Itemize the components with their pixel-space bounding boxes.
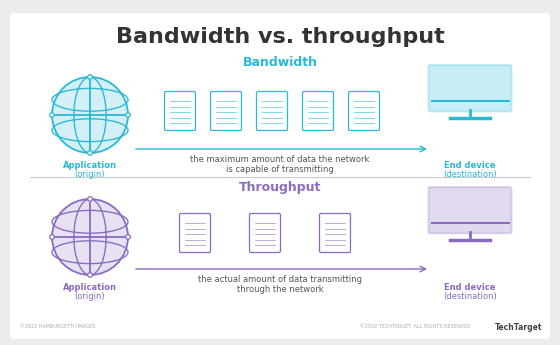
- Text: Throughput: Throughput: [239, 180, 321, 194]
- Text: ©2022 TECHTARGET. ALL RIGHTS RESERVED: ©2022 TECHTARGET. ALL RIGHTS RESERVED: [360, 325, 470, 329]
- Ellipse shape: [88, 151, 92, 155]
- Text: the actual amount of data transmitting
through the network: the actual amount of data transmitting t…: [198, 275, 362, 294]
- Ellipse shape: [88, 273, 92, 277]
- Text: (destination): (destination): [443, 170, 497, 179]
- Ellipse shape: [125, 235, 130, 239]
- Ellipse shape: [50, 113, 54, 117]
- FancyBboxPatch shape: [10, 13, 550, 339]
- Text: (origin): (origin): [74, 170, 105, 179]
- Ellipse shape: [88, 75, 92, 79]
- Text: TechTarget: TechTarget: [494, 323, 542, 332]
- FancyBboxPatch shape: [428, 65, 511, 111]
- Text: Bandwidth: Bandwidth: [242, 56, 318, 69]
- Text: End device: End device: [444, 283, 496, 292]
- Text: Application: Application: [63, 283, 117, 292]
- Text: ©2022 HAMBURGETTI IMAGES: ©2022 HAMBURGETTI IMAGES: [20, 325, 95, 329]
- Text: Application: Application: [63, 161, 117, 170]
- FancyBboxPatch shape: [428, 187, 511, 234]
- Ellipse shape: [50, 235, 54, 239]
- Text: (destination): (destination): [443, 292, 497, 301]
- Ellipse shape: [52, 199, 128, 275]
- Text: Bandwidth vs. throughput: Bandwidth vs. throughput: [115, 27, 445, 47]
- Text: the maximum amount of data the network
is capable of transmitting: the maximum amount of data the network i…: [190, 155, 370, 175]
- Text: End device: End device: [444, 161, 496, 170]
- Ellipse shape: [52, 77, 128, 153]
- Ellipse shape: [88, 197, 92, 201]
- Text: (origin): (origin): [74, 292, 105, 301]
- Ellipse shape: [125, 113, 130, 117]
